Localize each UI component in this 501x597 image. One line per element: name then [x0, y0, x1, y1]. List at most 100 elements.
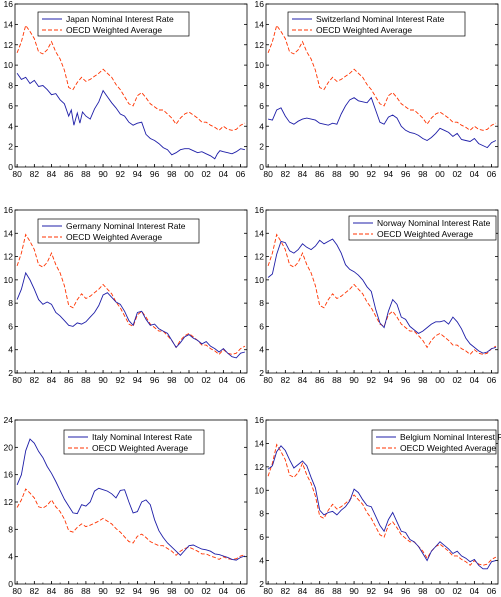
y-tick-label: 8: [8, 81, 13, 91]
series-line-oecd: [16, 233, 246, 356]
x-tick-label: 88: [332, 375, 342, 385]
legend-box: [371, 429, 497, 455]
x-tick-label: 84: [298, 375, 308, 385]
x-tick-label: 92: [116, 169, 126, 179]
legend-box: [37, 218, 200, 244]
x-tick-label: 92: [116, 375, 126, 385]
series-line-country: [16, 271, 246, 359]
legend-box: [287, 11, 466, 37]
y-tick-label: 20: [4, 442, 14, 452]
x-tick-label: 02: [452, 586, 462, 596]
y-tick-label: 16: [255, 205, 265, 215]
x-tick-label: 82: [281, 586, 291, 596]
series-line-country: [267, 238, 497, 354]
x-tick-label: 98: [418, 169, 428, 179]
x-tick-label: 04: [219, 169, 229, 179]
y-tick-label: 14: [255, 19, 265, 29]
legend-box: [63, 429, 205, 455]
legend-label: Italy Nominal Interest Rate: [92, 432, 192, 442]
y-tick-label: 8: [8, 298, 13, 308]
x-tick-label: 00: [184, 169, 194, 179]
x-tick-label: 92: [367, 375, 377, 385]
x-tick-label: 94: [133, 586, 143, 596]
y-tick-label: 0: [8, 579, 13, 589]
y-tick-label: 6: [8, 321, 13, 331]
legend-label: OECD Weighted Average: [66, 232, 162, 242]
y-tick-label: 14: [255, 438, 265, 448]
x-tick-label: 02: [201, 375, 211, 385]
x-tick-label: 88: [81, 586, 91, 596]
y-tick-label: 4: [259, 345, 264, 355]
x-tick-label: 80: [263, 375, 273, 385]
plot-frame: [265, 209, 499, 374]
x-tick-label: 90: [98, 169, 108, 179]
y-tick-label: 4: [259, 121, 264, 131]
y-tick-label: 2: [259, 579, 264, 589]
x-tick-label: 80: [12, 169, 22, 179]
x-tick-label: 90: [98, 375, 108, 385]
x-tick-label: 94: [384, 375, 394, 385]
series-line-country: [267, 445, 497, 570]
x-tick-label: 92: [367, 586, 377, 596]
y-tick-label: 6: [259, 101, 264, 111]
y-tick-label: 12: [4, 252, 14, 262]
x-tick-label: 80: [263, 586, 273, 596]
legend-label: Germany Nominal Interest Rate: [66, 221, 186, 231]
series-line-oecd: [267, 443, 497, 566]
legend-label: Switzerland Nominal Interest Rate: [316, 14, 445, 24]
y-tick-label: 4: [8, 121, 13, 131]
y-tick-label: 14: [4, 228, 14, 238]
y-tick-label: 16: [255, 0, 265, 9]
x-tick-label: 96: [401, 375, 411, 385]
x-tick-label: 82: [281, 375, 291, 385]
y-tick-label: 2: [8, 142, 13, 152]
y-tick-label: 12: [255, 462, 265, 472]
x-tick-label: 92: [367, 169, 377, 179]
x-tick-label: 96: [401, 169, 411, 179]
x-tick-label: 88: [332, 169, 342, 179]
x-tick-label: 98: [167, 169, 177, 179]
y-tick-label: 16: [4, 0, 14, 9]
x-tick-label: 94: [133, 375, 143, 385]
x-tick-label: 84: [298, 586, 308, 596]
x-tick-label: 92: [116, 586, 126, 596]
legend-label: OECD Weighted Average: [66, 25, 162, 35]
y-tick-label: 14: [4, 19, 14, 29]
x-tick-label: 04: [470, 169, 480, 179]
y-tick-label: 6: [259, 321, 264, 331]
x-tick-label: 88: [81, 375, 91, 385]
x-tick-label: 96: [150, 375, 160, 385]
y-tick-label: 16: [4, 205, 14, 215]
y-tick-label: 2: [8, 368, 13, 378]
x-tick-label: 86: [315, 586, 325, 596]
y-tick-label: 8: [259, 509, 264, 519]
legend-box: [348, 215, 497, 241]
legend-label: Japan Nominal Interest Rate: [66, 14, 174, 24]
x-tick-label: 94: [384, 169, 394, 179]
series-line-country: [16, 438, 246, 561]
series-line-oecd: [267, 24, 497, 131]
x-tick-label: 86: [315, 169, 325, 179]
y-tick-label: 0: [259, 162, 264, 172]
y-tick-label: 10: [255, 60, 265, 70]
y-tick-label: 10: [255, 275, 265, 285]
y-tick-label: 4: [8, 345, 13, 355]
chart-panel-6: 2 4 6 8 10 12 14 16 80 82 84 86 88 90 92 94 96 98 00 02 04 06…: [255, 415, 501, 596]
x-tick-label: 82: [30, 375, 40, 385]
plot-frame: [265, 419, 499, 585]
x-tick-label: 98: [167, 375, 177, 385]
x-tick-label: 04: [219, 586, 229, 596]
y-tick-label: 8: [259, 298, 264, 308]
chart-panel-4: 2 4 6 8 10 12 14 16 80 82 84 86 88 90 92 94 96 98 00 02 04 06…: [255, 205, 499, 385]
y-tick-label: 2: [259, 142, 264, 152]
series-line-country: [16, 73, 246, 160]
y-tick-label: 14: [255, 228, 265, 238]
y-tick-label: 2: [259, 368, 264, 378]
y-tick-label: 12: [255, 40, 265, 50]
x-tick-label: 04: [219, 375, 229, 385]
x-tick-label: 06: [236, 586, 246, 596]
x-tick-label: 04: [470, 375, 480, 385]
